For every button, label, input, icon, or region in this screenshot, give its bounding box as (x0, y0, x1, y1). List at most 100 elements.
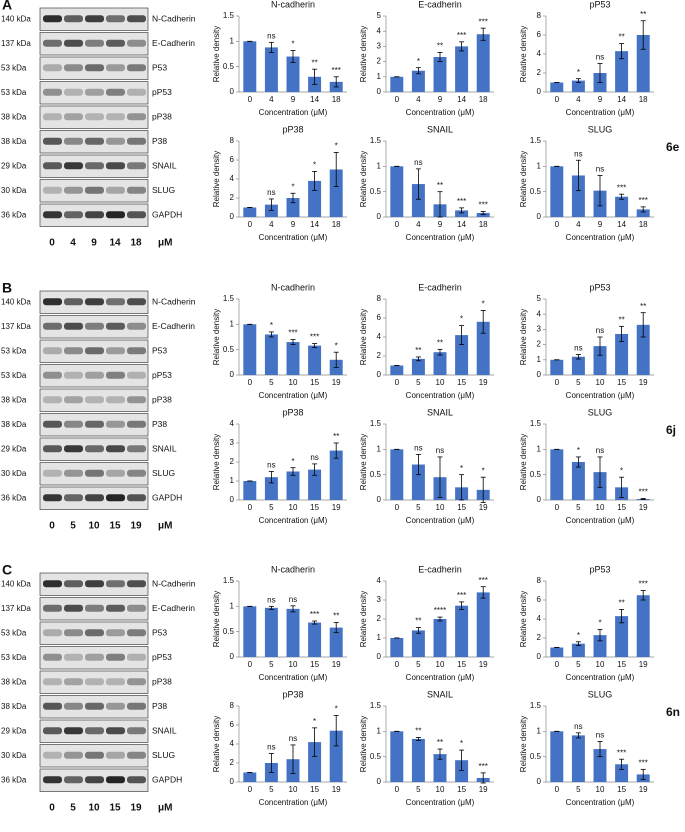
y-tick-label: 1.5 (530, 701, 542, 710)
significance: ns (267, 595, 275, 604)
blot-band (127, 751, 146, 759)
significance: ns (574, 722, 582, 731)
x-tick-label: 15 (310, 785, 319, 794)
protein-label: pP53 (152, 652, 172, 662)
blot-band (85, 653, 104, 661)
blot-band (106, 420, 125, 428)
blot-band (64, 298, 83, 306)
significance: ** (415, 617, 421, 626)
y-tick-label: 3 (377, 42, 382, 51)
blot-strip (39, 364, 149, 388)
x-tick-label: 10 (596, 378, 605, 387)
x-tick-label: 18 (332, 220, 341, 229)
significance: *** (457, 591, 466, 600)
significance: ** (640, 302, 646, 311)
x-tick-label: 0 (248, 95, 253, 104)
bar (411, 464, 425, 500)
blot-band (43, 113, 62, 121)
bar (390, 449, 404, 500)
significance: * (460, 464, 463, 473)
bar (571, 175, 585, 217)
chart-title: N-cadherin (271, 0, 315, 9)
bar (329, 730, 343, 782)
error-bar (415, 737, 421, 741)
x-axis-label: Concentration (μM) (406, 391, 475, 400)
y-tick-label: 4 (230, 419, 235, 428)
error-bar (619, 758, 625, 770)
unit-label: μM (158, 238, 172, 249)
blot-band (127, 39, 146, 47)
x-tick-label: 15 (617, 785, 626, 794)
lane-label: 9 (91, 238, 97, 249)
lane-label: 0 (49, 238, 55, 249)
kda-label: 36 kDa (1, 210, 27, 219)
chart-title: SNAIL (427, 689, 453, 699)
blot-band (127, 162, 146, 170)
significance: ns (574, 149, 582, 158)
significance: *** (479, 576, 488, 585)
blot-band (127, 298, 146, 306)
significance: * (460, 739, 463, 748)
bar (615, 616, 629, 657)
x-tick-label: 4 (576, 95, 581, 104)
y-tick-label: 6 (230, 155, 235, 164)
protein-label: SLUG (152, 185, 175, 195)
y-axis-label: Relative density (359, 434, 368, 490)
blot-band (43, 494, 62, 502)
bar (455, 335, 469, 375)
y-tick-label: 3 (230, 438, 235, 447)
x-tick-label: 10 (289, 503, 298, 512)
y-tick-label: 6 (230, 720, 235, 729)
kda-label: 137 kDa (1, 322, 31, 331)
x-axis-label: Concentration (μM) (566, 391, 635, 400)
error-bar (333, 351, 339, 368)
significance: * (482, 300, 485, 309)
significance: * (335, 142, 338, 151)
blot-band (127, 371, 146, 379)
y-tick-label: 0 (377, 652, 382, 661)
y-tick-label: 4 (537, 49, 542, 58)
blot-band (85, 445, 104, 453)
y-tick-label: 4 (377, 332, 382, 341)
error-bar (459, 325, 465, 346)
x-tick-label: 19 (479, 785, 488, 794)
bar (329, 450, 343, 500)
significance: * (313, 161, 316, 170)
y-tick-label: 2 (230, 457, 235, 466)
y-axis-label: Relative density (519, 716, 528, 772)
x-tick-label: 0 (395, 785, 400, 794)
y-axis-label: Relative density (212, 434, 221, 490)
kda-label: 140 kDa (1, 579, 31, 588)
x-tick-label: 10 (436, 503, 445, 512)
significance: *** (479, 762, 488, 771)
x-axis-label: Concentration (μM) (259, 798, 328, 807)
x-tick-label: 0 (248, 660, 253, 669)
bar (286, 56, 300, 92)
x-tick-label: 9 (291, 95, 296, 104)
error-bar (290, 192, 296, 204)
blot-band (127, 629, 146, 637)
y-axis-label: Relative density (359, 26, 368, 82)
protein-label: P53 (152, 63, 167, 73)
blot-band (85, 347, 104, 355)
y-tick-label: 0 (377, 370, 382, 379)
protein-label: GAPDH (152, 775, 182, 785)
significance: *** (310, 610, 319, 619)
protein-label: E-Cadherin (152, 321, 195, 331)
x-tick-label: 18 (479, 220, 488, 229)
x-axis-label: Concentration (μM) (259, 673, 328, 682)
blot-band (64, 211, 83, 219)
error-bar (480, 476, 486, 503)
blot-band (85, 678, 104, 686)
error-bar (480, 586, 486, 599)
x-tick-label: 0 (555, 660, 560, 669)
lane-label: 19 (130, 521, 142, 532)
error-bar (312, 463, 318, 476)
bar (286, 198, 300, 217)
protein-label: P38 (152, 701, 167, 711)
protein-label: pP38 (152, 112, 172, 122)
bar (286, 342, 300, 375)
bar (329, 169, 343, 217)
unit-label: μM (158, 803, 172, 814)
error-bar (437, 52, 443, 62)
